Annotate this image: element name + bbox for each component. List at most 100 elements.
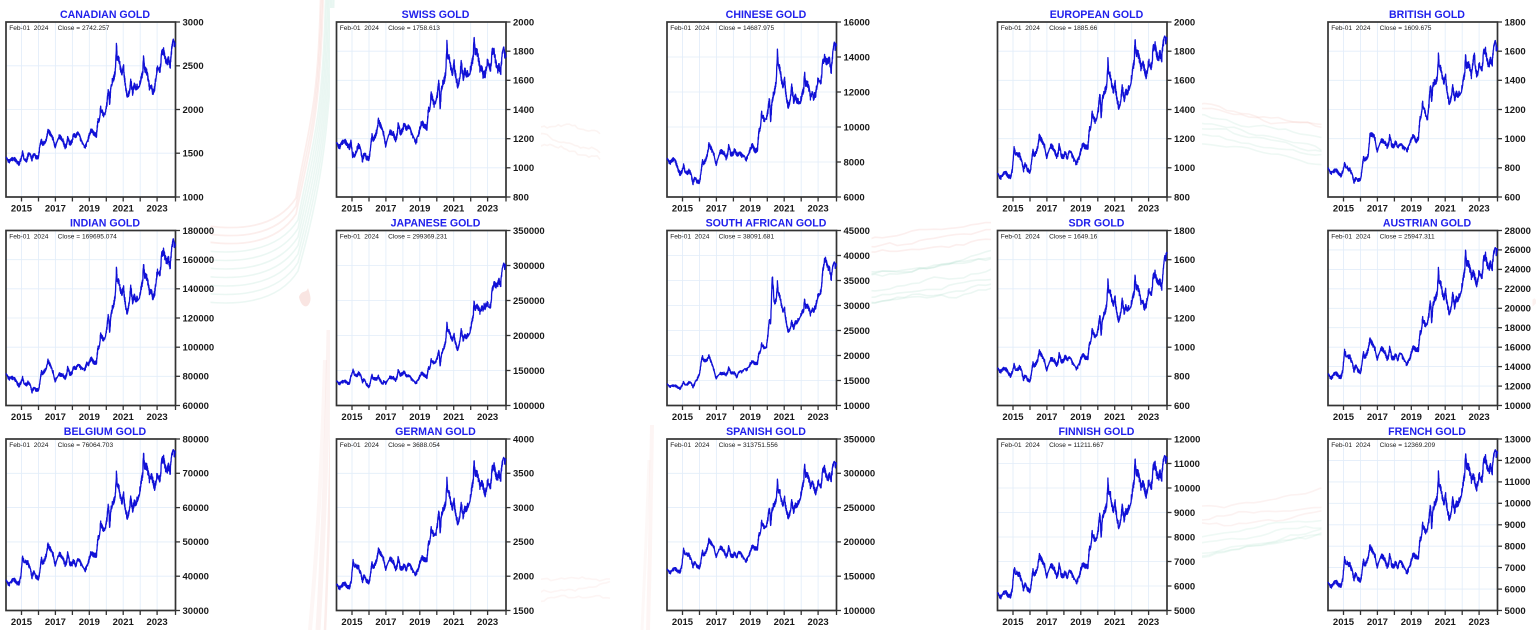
svg-text:6000: 6000 bbox=[1174, 581, 1195, 592]
svg-text:1000: 1000 bbox=[513, 163, 534, 174]
svg-text:Feb-01 2024 Close = 3688.: Feb-01 2024 Close = 3688.054 bbox=[340, 442, 441, 449]
svg-text:2023: 2023 bbox=[1138, 617, 1159, 628]
svg-text:FINNISH GOLD: FINNISH GOLD bbox=[1059, 426, 1135, 438]
svg-text:Feb-01 2024 Close = 1885.: Feb-01 2024 Close = 1885.66 bbox=[1001, 25, 1098, 32]
svg-text:2019: 2019 bbox=[1070, 617, 1091, 628]
svg-text:2021: 2021 bbox=[443, 412, 465, 423]
svg-text:2000: 2000 bbox=[513, 17, 534, 28]
svg-text:40000: 40000 bbox=[183, 572, 209, 583]
svg-text:2023: 2023 bbox=[808, 412, 829, 423]
svg-text:1600: 1600 bbox=[1505, 47, 1526, 58]
svg-text:6000: 6000 bbox=[1505, 584, 1526, 595]
svg-text:CHINESE GOLD: CHINESE GOLD bbox=[726, 9, 807, 21]
svg-text:CANADIAN GOLD: CANADIAN GOLD bbox=[60, 9, 150, 21]
svg-text:24000: 24000 bbox=[1505, 265, 1531, 276]
svg-text:Feb-01 2024 Close = 16969: Feb-01 2024 Close = 169695.074 bbox=[9, 234, 117, 241]
svg-text:2017: 2017 bbox=[45, 412, 66, 423]
svg-text:1400: 1400 bbox=[1174, 105, 1195, 116]
svg-text:2015: 2015 bbox=[672, 204, 694, 215]
svg-text:2015: 2015 bbox=[1002, 617, 1024, 628]
svg-text:80000: 80000 bbox=[183, 434, 209, 445]
svg-text:Feb-01 2024 Close = 11211: Feb-01 2024 Close = 11211.667 bbox=[1001, 442, 1104, 449]
svg-text:JAPANESE GOLD: JAPANESE GOLD bbox=[391, 218, 481, 230]
svg-text:2019: 2019 bbox=[79, 204, 100, 215]
svg-text:35000: 35000 bbox=[844, 276, 870, 287]
svg-text:8000: 8000 bbox=[1505, 542, 1526, 553]
svg-text:100000: 100000 bbox=[513, 401, 545, 412]
svg-text:2021: 2021 bbox=[1104, 412, 1126, 423]
svg-text:800: 800 bbox=[1505, 163, 1521, 174]
svg-text:600: 600 bbox=[1505, 192, 1521, 203]
svg-text:5000: 5000 bbox=[1505, 606, 1526, 617]
svg-text:2023: 2023 bbox=[808, 617, 829, 628]
svg-text:2019: 2019 bbox=[409, 204, 430, 215]
svg-text:1200: 1200 bbox=[1174, 313, 1195, 324]
svg-text:Feb-01 2024 Close = 1758.: Feb-01 2024 Close = 1758.613 bbox=[340, 25, 441, 32]
svg-text:3000: 3000 bbox=[513, 503, 534, 514]
svg-text:350000: 350000 bbox=[513, 226, 545, 237]
svg-text:GERMAN GOLD: GERMAN GOLD bbox=[395, 426, 476, 438]
svg-text:26000: 26000 bbox=[1505, 245, 1531, 256]
svg-text:12000: 12000 bbox=[1174, 434, 1200, 445]
svg-text:2023: 2023 bbox=[477, 204, 498, 215]
svg-text:9000: 9000 bbox=[1174, 508, 1195, 519]
svg-text:2015: 2015 bbox=[1002, 204, 1024, 215]
svg-text:1800: 1800 bbox=[513, 47, 534, 58]
svg-text:2015: 2015 bbox=[11, 412, 33, 423]
svg-text:2015: 2015 bbox=[672, 412, 694, 423]
svg-text:BELGIUM GOLD: BELGIUM GOLD bbox=[64, 426, 147, 438]
svg-text:2015: 2015 bbox=[11, 204, 33, 215]
svg-text:4000: 4000 bbox=[513, 434, 534, 445]
svg-text:2023: 2023 bbox=[808, 204, 829, 215]
svg-text:2023: 2023 bbox=[1469, 412, 1490, 423]
svg-text:1800: 1800 bbox=[1505, 17, 1526, 28]
svg-text:12000: 12000 bbox=[844, 87, 870, 98]
svg-text:160000: 160000 bbox=[183, 255, 215, 266]
svg-text:7000: 7000 bbox=[1505, 563, 1526, 574]
svg-text:2019: 2019 bbox=[1401, 617, 1422, 628]
svg-text:14000: 14000 bbox=[844, 52, 870, 63]
svg-text:2021: 2021 bbox=[774, 204, 796, 215]
svg-text:22000: 22000 bbox=[1505, 284, 1531, 295]
svg-text:1800: 1800 bbox=[1174, 47, 1195, 58]
svg-text:2019: 2019 bbox=[740, 617, 761, 628]
svg-text:Feb-01 2024 Close = 25947: Feb-01 2024 Close = 25947.311 bbox=[1331, 234, 1435, 241]
svg-text:2021: 2021 bbox=[774, 412, 796, 423]
svg-text:2000: 2000 bbox=[513, 572, 534, 583]
svg-text:Feb-01 2024 Close = 76064: Feb-01 2024 Close = 76064.703 bbox=[9, 442, 113, 449]
svg-text:2019: 2019 bbox=[740, 204, 761, 215]
svg-text:2021: 2021 bbox=[113, 204, 135, 215]
svg-text:2021: 2021 bbox=[1104, 204, 1126, 215]
svg-text:18000: 18000 bbox=[1505, 323, 1531, 334]
svg-text:350000: 350000 bbox=[844, 434, 876, 445]
svg-text:2021: 2021 bbox=[113, 617, 135, 628]
svg-text:12000: 12000 bbox=[1505, 456, 1531, 467]
svg-text:1400: 1400 bbox=[513, 105, 534, 116]
svg-text:2021: 2021 bbox=[1104, 617, 1126, 628]
svg-text:2017: 2017 bbox=[375, 204, 396, 215]
svg-text:50000: 50000 bbox=[183, 537, 209, 548]
svg-text:70000: 70000 bbox=[183, 469, 209, 480]
svg-text:INDIAN GOLD: INDIAN GOLD bbox=[70, 218, 140, 230]
svg-text:180000: 180000 bbox=[183, 226, 215, 237]
svg-text:2015: 2015 bbox=[11, 617, 33, 628]
svg-text:Feb-01 2024 Close = 29936: Feb-01 2024 Close = 299369.231 bbox=[340, 234, 448, 241]
svg-text:2015: 2015 bbox=[1333, 617, 1355, 628]
svg-text:2019: 2019 bbox=[79, 617, 100, 628]
svg-text:2017: 2017 bbox=[1367, 204, 1388, 215]
svg-text:11000: 11000 bbox=[1174, 459, 1200, 470]
svg-text:28000: 28000 bbox=[1505, 226, 1531, 237]
svg-text:6000: 6000 bbox=[844, 192, 865, 203]
svg-text:1600: 1600 bbox=[1174, 255, 1195, 266]
svg-text:250000: 250000 bbox=[513, 296, 545, 307]
svg-text:Feb-01 2024 Close = 38091: Feb-01 2024 Close = 38091.681 bbox=[670, 234, 774, 241]
svg-text:1000: 1000 bbox=[183, 192, 204, 203]
svg-text:1600: 1600 bbox=[1174, 76, 1195, 87]
svg-text:2500: 2500 bbox=[513, 537, 534, 548]
svg-text:2023: 2023 bbox=[1138, 204, 1159, 215]
svg-text:2023: 2023 bbox=[1469, 617, 1490, 628]
svg-text:Feb-01 2024 Close = 1609.: Feb-01 2024 Close = 1609.675 bbox=[1331, 25, 1432, 32]
svg-text:10000: 10000 bbox=[844, 401, 870, 412]
svg-text:2023: 2023 bbox=[477, 412, 498, 423]
svg-text:13000: 13000 bbox=[1505, 434, 1531, 445]
